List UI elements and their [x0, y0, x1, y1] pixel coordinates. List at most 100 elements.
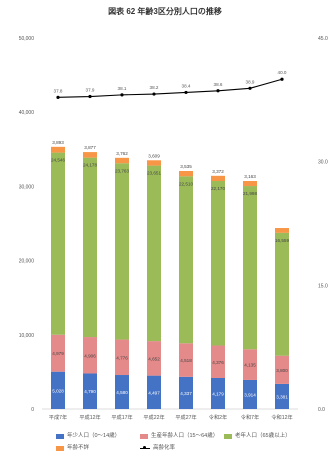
aging-rate-label: 37.8: [54, 88, 63, 93]
bar-value-label: 4,337: [180, 391, 192, 396]
bar-segment: [211, 181, 225, 346]
bar-segment: [243, 181, 257, 187]
bar-value-label: 3,893: [52, 140, 64, 145]
bar-segment: [275, 228, 289, 233]
bar-segment: [83, 337, 97, 374]
x-axis-tick-label: 令和12年: [271, 413, 292, 421]
aging-rate-label: 38.1: [118, 86, 127, 91]
bar-segment: [179, 176, 193, 344]
bar-value-label: 16,559: [275, 238, 289, 243]
bar-segment: [83, 373, 97, 409]
legend-swatch: [224, 433, 232, 439]
bar-segment: [83, 152, 97, 158]
bar-segment: [115, 339, 129, 376]
right-axis-tick-label: 15.0: [318, 283, 328, 289]
x-axis-tick-label: 令和2年: [209, 413, 227, 421]
bar-value-label: 4,652: [148, 356, 160, 361]
legend-swatch: [56, 433, 64, 439]
bar-value-label: 4,135: [244, 363, 256, 368]
bar-value-label: 3,163: [244, 174, 256, 179]
bar-segment: [179, 376, 193, 409]
bar-value-label: 23,651: [147, 171, 161, 176]
bar-value-label: 4,580: [116, 390, 128, 395]
bar-segment: [243, 186, 257, 350]
aging-rate-label: 37.9: [86, 88, 95, 93]
legend-item-unknown: 年齢不詳: [56, 442, 89, 454]
aging-rate-point: [184, 90, 188, 95]
aging-rate-label: 38.2: [150, 85, 159, 90]
bar-value-label: 22,510: [179, 181, 193, 186]
bar-segment: [115, 375, 129, 409]
bar-segment: [51, 152, 65, 335]
aging-rate-label: 38.4: [182, 83, 191, 88]
legend-item-working: 生産年齢人口（15〜64歳）: [140, 430, 218, 442]
bar-segment: [147, 375, 161, 409]
bar-segment: [51, 146, 65, 153]
aging-rate-line: [57, 78, 283, 98]
x-axis-tick-label: 平成17年: [111, 413, 132, 421]
legend-line-swatch: [140, 445, 150, 449]
x-axis-tick-label: 平成22年: [143, 413, 164, 421]
aging-rate-point: [152, 92, 156, 96]
right-axis-tick-label: 30.0: [318, 160, 328, 166]
left-axis-tick-label: 30,000: [19, 184, 35, 190]
bar-segment: [211, 175, 225, 182]
bar-segment: [51, 334, 65, 372]
bar-segment: [115, 157, 129, 164]
bar-segment: [275, 355, 289, 384]
legend-label: 生産年齢人口（15〜64歳）: [151, 433, 219, 439]
bar-value-label: 4,497: [148, 390, 160, 395]
bar-value-label: 22,170: [211, 186, 225, 191]
bar-value-label: 5,028: [52, 388, 64, 393]
legend-item-young: 年少人口（0〜14歳）: [56, 430, 120, 442]
chart-title: 図表 62 年齢3区分別人口の推移: [108, 6, 222, 16]
legend-item-elderly: 老年人口（65歳以上）: [224, 430, 291, 442]
bar-value-label: 4,906: [84, 353, 96, 358]
bar-value-label: 4,179: [212, 391, 224, 396]
bar-segment: [243, 349, 257, 380]
bar-value-label: 4,376: [212, 360, 224, 365]
aging-rate-label: 40.0: [278, 70, 287, 75]
bar-value-label: 3,609: [148, 153, 160, 158]
bar-value-label: 4,776: [116, 355, 128, 360]
right-axis-tick-label: 0.0: [318, 407, 325, 413]
bar-segment: [243, 379, 257, 409]
bar-value-label: 4,790: [84, 389, 96, 394]
bar-segment: [147, 160, 161, 166]
bar-segment: [115, 163, 129, 340]
legend-item-aging-rate: 高齢化率: [140, 442, 175, 454]
bar-segment: [275, 383, 289, 409]
aging-rate-label: 38.9: [246, 79, 255, 84]
right-axis-tick-label: 45.0: [318, 36, 328, 42]
x-axis-tick-label: 平成7年: [49, 413, 67, 421]
bar-segment: [179, 343, 193, 377]
legend-label: 高齢化率: [153, 445, 176, 451]
legend-swatch: [140, 433, 148, 439]
bar-value-label: 3,535: [180, 164, 192, 169]
left-axis-tick-label: 50,000: [19, 36, 35, 42]
legend-label: 老年人口（65歳以上）: [235, 433, 291, 439]
left-axis-tick-label: 10,000: [19, 333, 35, 339]
bar-value-label: 3,914: [244, 392, 256, 397]
bar-segment: [211, 377, 225, 409]
legend-label: 年齢不詳: [67, 445, 90, 451]
bar-segment: [83, 157, 97, 338]
bar-segment: [147, 165, 161, 342]
aging-rate-point: [216, 89, 220, 93]
aging-rate-label: 38.6: [214, 82, 223, 87]
left-axis-tick-label: 0: [31, 407, 34, 413]
bar-value-label: 23,763: [115, 168, 129, 173]
bar-value-label: 24,546: [51, 158, 65, 163]
bar-value-label: 3,381: [276, 394, 288, 399]
bar-value-label: 4,979: [52, 351, 64, 356]
bar-value-label: 3,762: [116, 151, 128, 156]
bar-value-label: 21,998: [243, 191, 257, 196]
aging-rate-point: [280, 77, 284, 81]
legend-label: 年少人口（0〜14歳）: [67, 433, 121, 439]
bar-segment: [275, 232, 289, 356]
bar-segment: [179, 171, 193, 177]
aging-rate-point: [88, 94, 92, 99]
x-axis-tick-label: 平成12年: [79, 413, 100, 421]
bar-value-label: 3,800: [276, 368, 288, 373]
bar-value-label: 3,877: [84, 145, 96, 150]
